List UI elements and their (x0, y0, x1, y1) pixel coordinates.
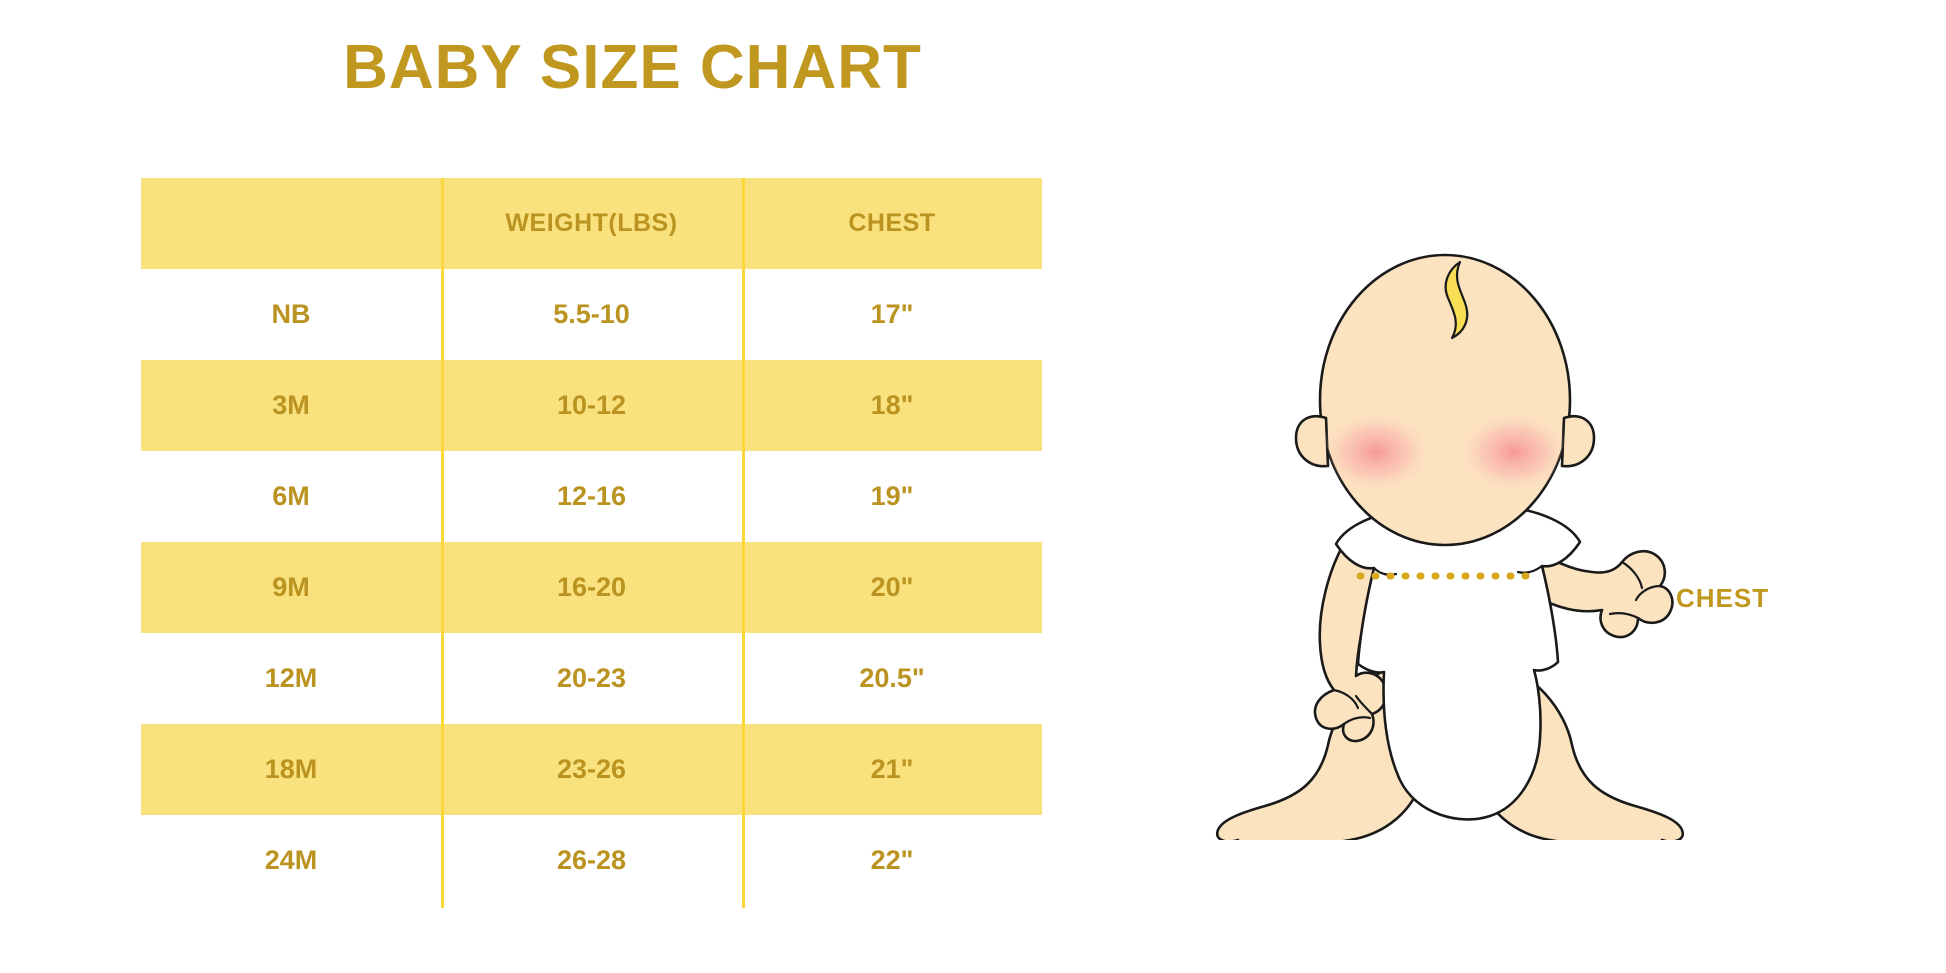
table-row: 3M 10-12 18" (141, 360, 1042, 451)
table-header-row: WEIGHT(LBS) CHEST (141, 178, 1042, 269)
cell-weight: 20-23 (556, 663, 627, 693)
table-row: 9M 16-20 20" (141, 542, 1042, 633)
cell-chest: 20" (870, 572, 914, 602)
cell-chest: 19" (870, 481, 914, 511)
baby-illustration (1160, 240, 1720, 872)
cell-weight: 23-26 (556, 754, 627, 784)
cell-size: 18M (264, 754, 318, 784)
table-row: 6M 12-16 19" (141, 451, 1042, 542)
table-row: NB 5.5-10 17" (141, 269, 1042, 360)
cell-size: NB (271, 299, 311, 329)
cell-size: 9M (272, 572, 310, 602)
header-chest: CHEST (848, 209, 936, 237)
table-row: 18M 23-26 21" (141, 724, 1042, 815)
cell-size: 3M (272, 390, 310, 420)
table-row: 12M 20-23 20.5" (141, 633, 1042, 724)
cell-chest: 21" (870, 754, 914, 784)
column-divider-1 (441, 178, 444, 908)
page-title: BABY SIZE CHART (343, 33, 922, 102)
size-table: WEIGHT(LBS) CHEST NB 5.5-10 17" 3M 10-12 18" 6… (141, 178, 1042, 906)
cell-weight: 16-20 (556, 572, 627, 602)
cell-size: 24M (264, 845, 318, 875)
chest-annotation-label: CHEST (1676, 583, 1770, 613)
header-weight: WEIGHT(LBS) (505, 209, 678, 237)
cell-weight: 26-28 (556, 845, 627, 875)
table-row: 24M 26-28 22" (141, 815, 1042, 906)
cell-weight: 12-16 (556, 481, 627, 511)
cell-size: 12M (264, 663, 318, 693)
cell-chest: 22" (870, 845, 914, 875)
column-divider-2 (742, 178, 745, 908)
cell-chest: 18" (870, 390, 914, 420)
cell-weight: 10-12 (556, 390, 627, 420)
cell-weight: 5.5-10 (553, 299, 630, 329)
cell-size: 6M (272, 481, 310, 511)
cell-chest: 17" (870, 299, 914, 329)
cell-chest: 20.5" (859, 663, 925, 693)
